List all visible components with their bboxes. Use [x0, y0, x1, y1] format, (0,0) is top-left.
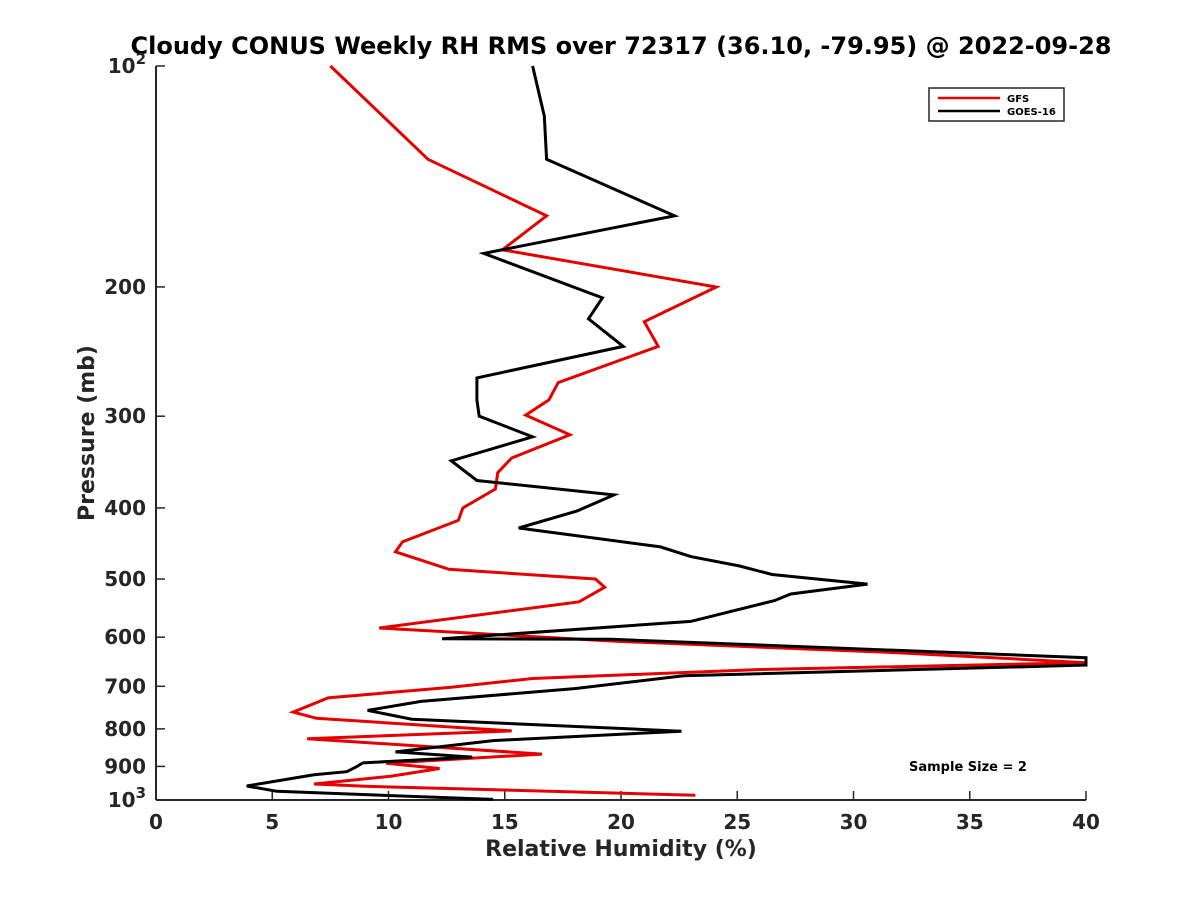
series-line-goes-16 [246, 65, 1088, 801]
x-tick-label: 35 [956, 810, 984, 834]
y-tick-label: 400 [104, 496, 146, 520]
y-tick-label: 600 [104, 625, 146, 649]
y-tick-label-exponent: 3 [136, 784, 146, 802]
y-tick-label: 800 [104, 717, 146, 741]
x-tick-label: 10 [375, 810, 403, 834]
series-layer [246, 64, 1088, 801]
x-tick-label: 40 [1072, 810, 1100, 834]
y-tick-label-base: 10 [108, 54, 136, 78]
y-tick-label: 900 [104, 754, 146, 778]
x-tick-label: 20 [607, 810, 635, 834]
y-tick-label: 300 [104, 404, 146, 428]
x-tick-label: 0 [149, 810, 163, 834]
x-axis-label: Relative Humidity (%) [485, 837, 757, 862]
x-axis-ticks: 0 5 10 15 20 25 30 35 40 [149, 791, 1100, 834]
y-tick-label: 102 [108, 50, 146, 78]
y-tick-label: 700 [104, 674, 146, 698]
x-tick-label: 15 [491, 810, 519, 834]
y-tick-label: 200 [104, 275, 146, 299]
legend-label-gfs: GFS [1007, 94, 1029, 105]
y-tick-label: 500 [104, 567, 146, 591]
y-tick-label-exponent: 2 [136, 50, 146, 68]
y-tick-label-base: 10 [108, 788, 136, 812]
x-tick-label: 25 [723, 810, 751, 834]
x-tick-label: 5 [265, 810, 279, 834]
series-line-gfs [288, 64, 1087, 797]
legend-box [928, 87, 1065, 122]
chart-title: Cloudy CONUS Weekly RH RMS over 72317 (3… [131, 32, 1112, 60]
sample-size-annotation: Sample Size = 2 [909, 760, 1027, 775]
y-tick-label: 103 [108, 784, 146, 812]
legend-label-goes-16: GOES-16 [1007, 107, 1056, 118]
legend: GFS GOES-16 [928, 87, 1065, 122]
x-tick-label: 30 [840, 810, 868, 834]
y-axis-label: Pressure (mb) [75, 345, 100, 521]
